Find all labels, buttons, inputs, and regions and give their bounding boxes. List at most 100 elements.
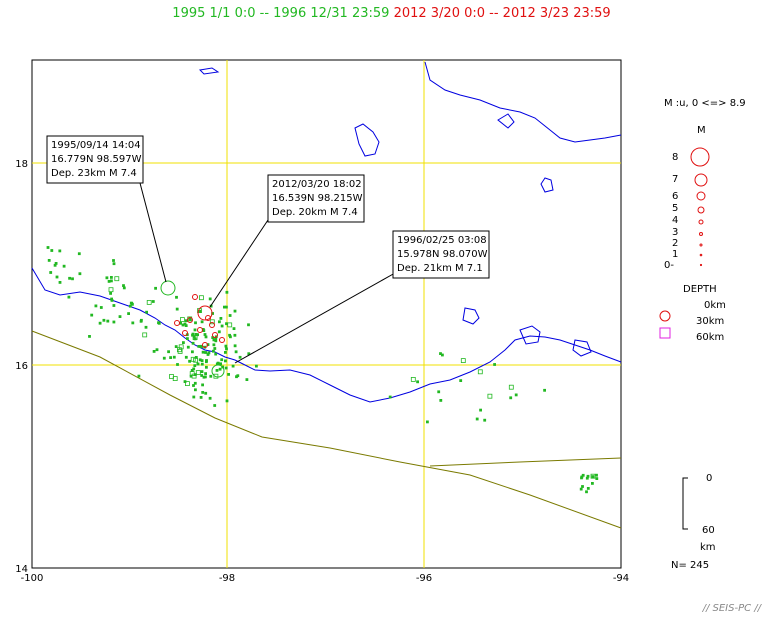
earthquake-point <box>225 290 229 294</box>
earthquake-point <box>99 306 103 309</box>
earthquake-point <box>157 321 161 325</box>
earthquake-point <box>227 372 231 376</box>
lat-tick-18: 18 <box>15 159 28 170</box>
earthquake-point <box>543 388 546 392</box>
earthquake-point <box>223 350 227 354</box>
earthquake-point <box>129 301 133 305</box>
earthquake-point <box>219 362 223 366</box>
earthquake-point-2012 <box>219 337 225 343</box>
earthquake-point <box>181 341 185 345</box>
earthquake-point <box>193 364 197 368</box>
legend-mag-title: M <box>697 125 706 136</box>
earthquake-point <box>208 396 212 400</box>
footer-credit: // SEIS-PC // <box>702 603 761 614</box>
earthquake-point <box>477 369 483 375</box>
earthquake-point <box>181 323 185 327</box>
earthquake-point <box>142 332 148 338</box>
annotation-1995-depth-mag: Dep. 23km M 7.4 <box>51 168 137 179</box>
plate-boundary <box>31 330 622 529</box>
earthquake-point <box>177 348 183 354</box>
earthquake-point <box>193 388 197 392</box>
earthquake-point <box>190 368 194 372</box>
event-2012-circle <box>197 305 213 321</box>
earthquake-point <box>591 481 594 485</box>
earthquake-point <box>206 353 210 356</box>
earthquake-point <box>139 319 143 323</box>
earthquake-point <box>245 378 249 382</box>
annotation-1995-date: 1995/09/14 14:04 <box>51 140 141 151</box>
earthquake-point <box>46 246 50 249</box>
earthquake-point <box>595 477 599 481</box>
earthquake-point <box>201 350 205 354</box>
earthquake-point <box>440 353 444 357</box>
legend-depth-circle <box>659 310 671 322</box>
earthquake-point <box>107 279 111 283</box>
earthquake-point <box>184 381 190 387</box>
earthquake-point <box>201 390 205 394</box>
legend-depth-square <box>659 327 671 339</box>
legend-depth-60: 60km <box>696 332 724 343</box>
earthquake-point <box>109 291 112 295</box>
earthquake-point <box>581 485 584 488</box>
earthquake-point <box>114 276 120 282</box>
earthquake-point <box>508 384 514 390</box>
earthquake-point <box>214 339 218 343</box>
earthquake-point <box>174 345 178 349</box>
earthquake-point <box>71 277 74 281</box>
earthquake-point <box>127 312 130 316</box>
annotation-2012-coords: 16.539N 98.215W <box>272 193 363 204</box>
earthquake-point <box>233 344 237 348</box>
earthquake-point <box>203 375 207 379</box>
depth-scale: 0 60 km N= 245 <box>671 473 716 571</box>
earthquake-point <box>118 315 122 319</box>
legend-mag-header: M :u, 0 <=> 8.9 <box>664 98 746 109</box>
earthquake-point <box>586 486 590 490</box>
earthquake-point <box>437 390 441 394</box>
map-title: 1995 1/1 0:0 -- 1996 12/31 23:59 2012 3/… <box>0 6 783 21</box>
earthquake-point <box>439 398 443 402</box>
earthquake-point <box>200 370 204 374</box>
event-1995-circle <box>160 280 176 296</box>
earthquake-point <box>131 321 135 325</box>
earthquake-point <box>53 263 57 267</box>
annotation-2012-depth-mag: Dep. 20km M 7.4 <box>272 207 358 218</box>
legend-depth-0: 0km <box>704 300 726 311</box>
earthquake-point <box>108 287 114 293</box>
earthquake-point <box>200 362 204 366</box>
earthquake-point <box>78 272 82 276</box>
magnitude-legend: M :u, 0 <=> 8.9 M 8 7 6 5 4 3 2 1 0- <box>664 98 746 271</box>
legend-mag-4: 4 <box>672 215 678 226</box>
earthquake-point <box>112 262 116 266</box>
earthquake-point <box>154 286 158 290</box>
earthquake-point <box>88 334 91 338</box>
earthquake-point <box>585 490 588 494</box>
earthquake-point <box>247 323 250 327</box>
earthquake-point <box>183 380 187 384</box>
earthquake-point <box>595 473 598 477</box>
earthquake-point <box>193 381 197 385</box>
earthquake-point <box>122 284 125 288</box>
earthquake-point <box>90 313 94 317</box>
earthquake-point <box>122 286 126 290</box>
earthquake-points <box>46 246 599 494</box>
earthquake-point <box>204 335 208 339</box>
earthquake-point <box>193 357 199 363</box>
legend-circle-0 <box>699 263 703 267</box>
earthquake-point <box>195 370 201 375</box>
earthquake-point <box>162 356 166 360</box>
earthquake-point <box>62 264 66 268</box>
earthquake-point <box>228 314 232 317</box>
earthquake-point <box>190 356 196 362</box>
earthquake-point-2012 <box>187 317 193 323</box>
earthquake-point <box>98 321 102 325</box>
earthquake-point <box>128 304 132 308</box>
earthquake-point-2012 <box>182 330 188 336</box>
earthquake-point <box>169 356 173 360</box>
earthquake-point <box>102 318 106 322</box>
legend-circle-6 <box>696 191 706 201</box>
earthquake-point-2012 <box>174 320 180 326</box>
earthquake-point <box>192 395 196 399</box>
earthquake-point <box>211 349 215 353</box>
earthquake-point <box>175 295 178 299</box>
earthquake-point <box>193 328 197 332</box>
